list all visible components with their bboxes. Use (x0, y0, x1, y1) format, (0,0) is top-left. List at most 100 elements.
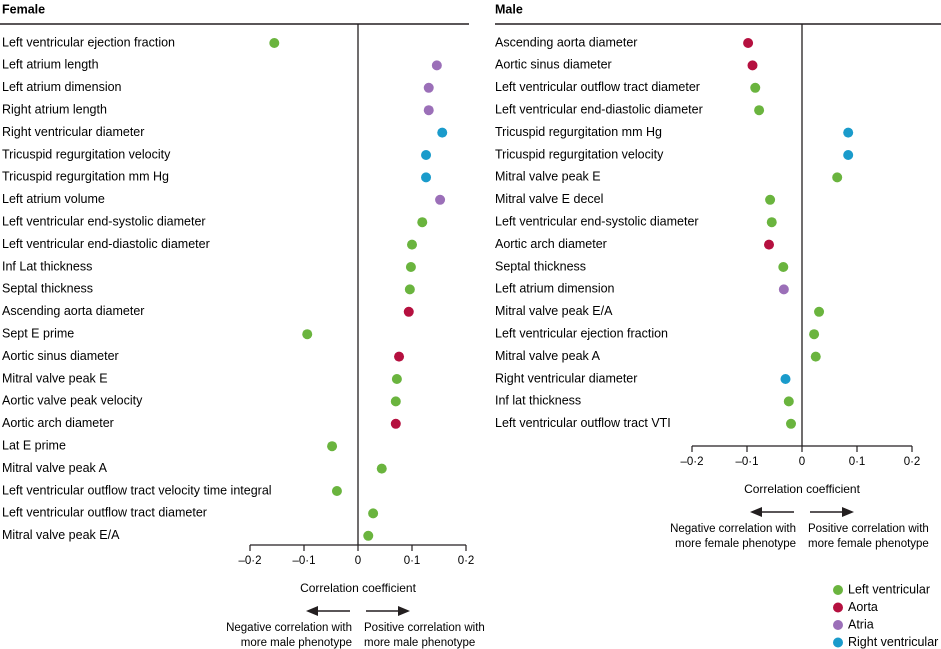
x-axis-title: Correlation coefficient (300, 581, 417, 595)
x-tick-label: –0·2 (680, 456, 703, 468)
row-label: Left ventricular outflow tract VTI (495, 416, 671, 430)
row-label: Left atrium dimension (2, 80, 122, 94)
row-label: Ascending aorta diameter (495, 35, 637, 49)
positive-direction-note: Positive correlation with (364, 622, 485, 634)
data-point (780, 374, 791, 384)
data-point (404, 284, 415, 295)
x-tick-label: –0·2 (238, 555, 261, 567)
data-point (363, 530, 374, 541)
data-point (843, 127, 854, 138)
legend-marker (833, 620, 843, 630)
negative-arrow-head-icon (750, 507, 762, 517)
data-point (786, 418, 796, 429)
row-label: Right ventricular diameter (2, 125, 144, 139)
data-point (810, 351, 821, 362)
row-label: Right atrium length (2, 102, 107, 116)
data-point (327, 441, 338, 452)
row-label: Aortic arch diameter (495, 237, 607, 251)
data-point (331, 486, 342, 496)
row-label: Left ventricular end-diastolic diameter (2, 237, 210, 251)
data-point (764, 239, 774, 250)
data-point (765, 194, 776, 205)
data-point (421, 172, 432, 183)
row-label: Inf lat thickness (495, 394, 581, 408)
legend-marker (833, 585, 843, 595)
data-point (390, 418, 401, 429)
positive-direction-note: more male phenotype (364, 637, 475, 649)
row-label: Tricuspid regurgitation mm Hg (495, 125, 662, 139)
x-tick-label: –0·1 (292, 555, 315, 567)
data-point (783, 396, 794, 407)
row-label: Mitral valve peak A (495, 349, 601, 363)
data-point (405, 262, 416, 272)
row-label: Aortic sinus diameter (2, 349, 119, 363)
row-label: Left atrium length (2, 58, 99, 72)
row-label: Septal thickness (2, 282, 93, 296)
data-point (269, 38, 280, 48)
row-label: Mitral valve peak E/A (2, 528, 120, 542)
data-point (423, 105, 434, 116)
data-point (435, 194, 446, 205)
row-label: Mitral valve peak A (2, 461, 108, 475)
row-label: Lat E prime (2, 438, 66, 452)
row-label: Aortic arch diameter (2, 416, 114, 430)
data-point (376, 463, 387, 474)
row-label: Left atrium dimension (495, 282, 615, 296)
data-point (368, 508, 379, 519)
legend-label: Atria (848, 617, 874, 631)
positive-direction-note: Positive correlation with (808, 523, 929, 535)
negative-direction-note: more male phenotype (241, 637, 352, 649)
positive-arrow-head-icon (398, 606, 410, 616)
x-tick-label: 0 (355, 555, 361, 567)
data-point (423, 82, 434, 93)
row-label: Inf Lat thickness (2, 259, 92, 273)
row-label: Mitral valve peak E/A (495, 304, 613, 318)
legend-marker (833, 637, 843, 648)
x-tick-label: 0·1 (849, 456, 866, 468)
negative-direction-note: Negative correlation with (670, 523, 796, 535)
row-label: Ascending aorta diameter (2, 304, 144, 318)
data-point (778, 284, 789, 295)
data-point (417, 217, 428, 228)
row-label: Mitral valve peak E (2, 371, 108, 385)
row-label: Tricuspid regurgitation velocity (2, 147, 171, 161)
positive-direction-note: more female phenotype (808, 538, 929, 550)
positive-arrow-head-icon (842, 507, 854, 517)
data-point (809, 329, 820, 340)
row-label: Sept E prime (2, 326, 74, 340)
data-point (843, 150, 854, 160)
x-axis-title: Correlation coefficient (744, 482, 861, 496)
row-label: Left ventricular end-systolic diameter (495, 214, 699, 228)
data-point (390, 396, 401, 407)
row-label: Left ventricular outflow tract diameter (2, 506, 207, 520)
legend-label: Right ventricular (848, 635, 938, 649)
row-label: Aortic sinus diameter (495, 58, 612, 72)
row-label: Left ventricular outflow tract velocity … (2, 483, 272, 497)
negative-arrow-head-icon (306, 606, 318, 616)
legend-marker (833, 602, 843, 613)
row-label: Left ventricular end-diastolic diameter (495, 102, 703, 116)
row-label: Left ventricular ejection fraction (495, 326, 668, 340)
data-point (437, 127, 448, 138)
data-point (754, 105, 765, 116)
row-label: Tricuspid regurgitation velocity (495, 147, 664, 161)
row-label: Left ventricular ejection fraction (2, 35, 175, 49)
data-point (766, 217, 777, 228)
data-point (778, 262, 789, 272)
data-point (407, 239, 417, 250)
x-tick-label: 0 (799, 456, 805, 468)
data-point (747, 60, 758, 71)
row-label: Left atrium volume (2, 192, 105, 206)
negative-direction-note: Negative correlation with (226, 622, 352, 634)
row-label: Mitral valve peak E (495, 170, 601, 184)
legend-label: Left ventricular (848, 582, 930, 596)
legend-label: Aorta (848, 600, 878, 614)
negative-direction-note: more female phenotype (675, 538, 796, 550)
row-label: Left ventricular outflow tract diameter (495, 80, 700, 94)
data-point (394, 351, 405, 362)
x-tick-label: 0·2 (458, 555, 475, 567)
row-label: Septal thickness (495, 259, 586, 273)
x-tick-label: –0·1 (735, 456, 758, 468)
data-point (832, 172, 843, 183)
